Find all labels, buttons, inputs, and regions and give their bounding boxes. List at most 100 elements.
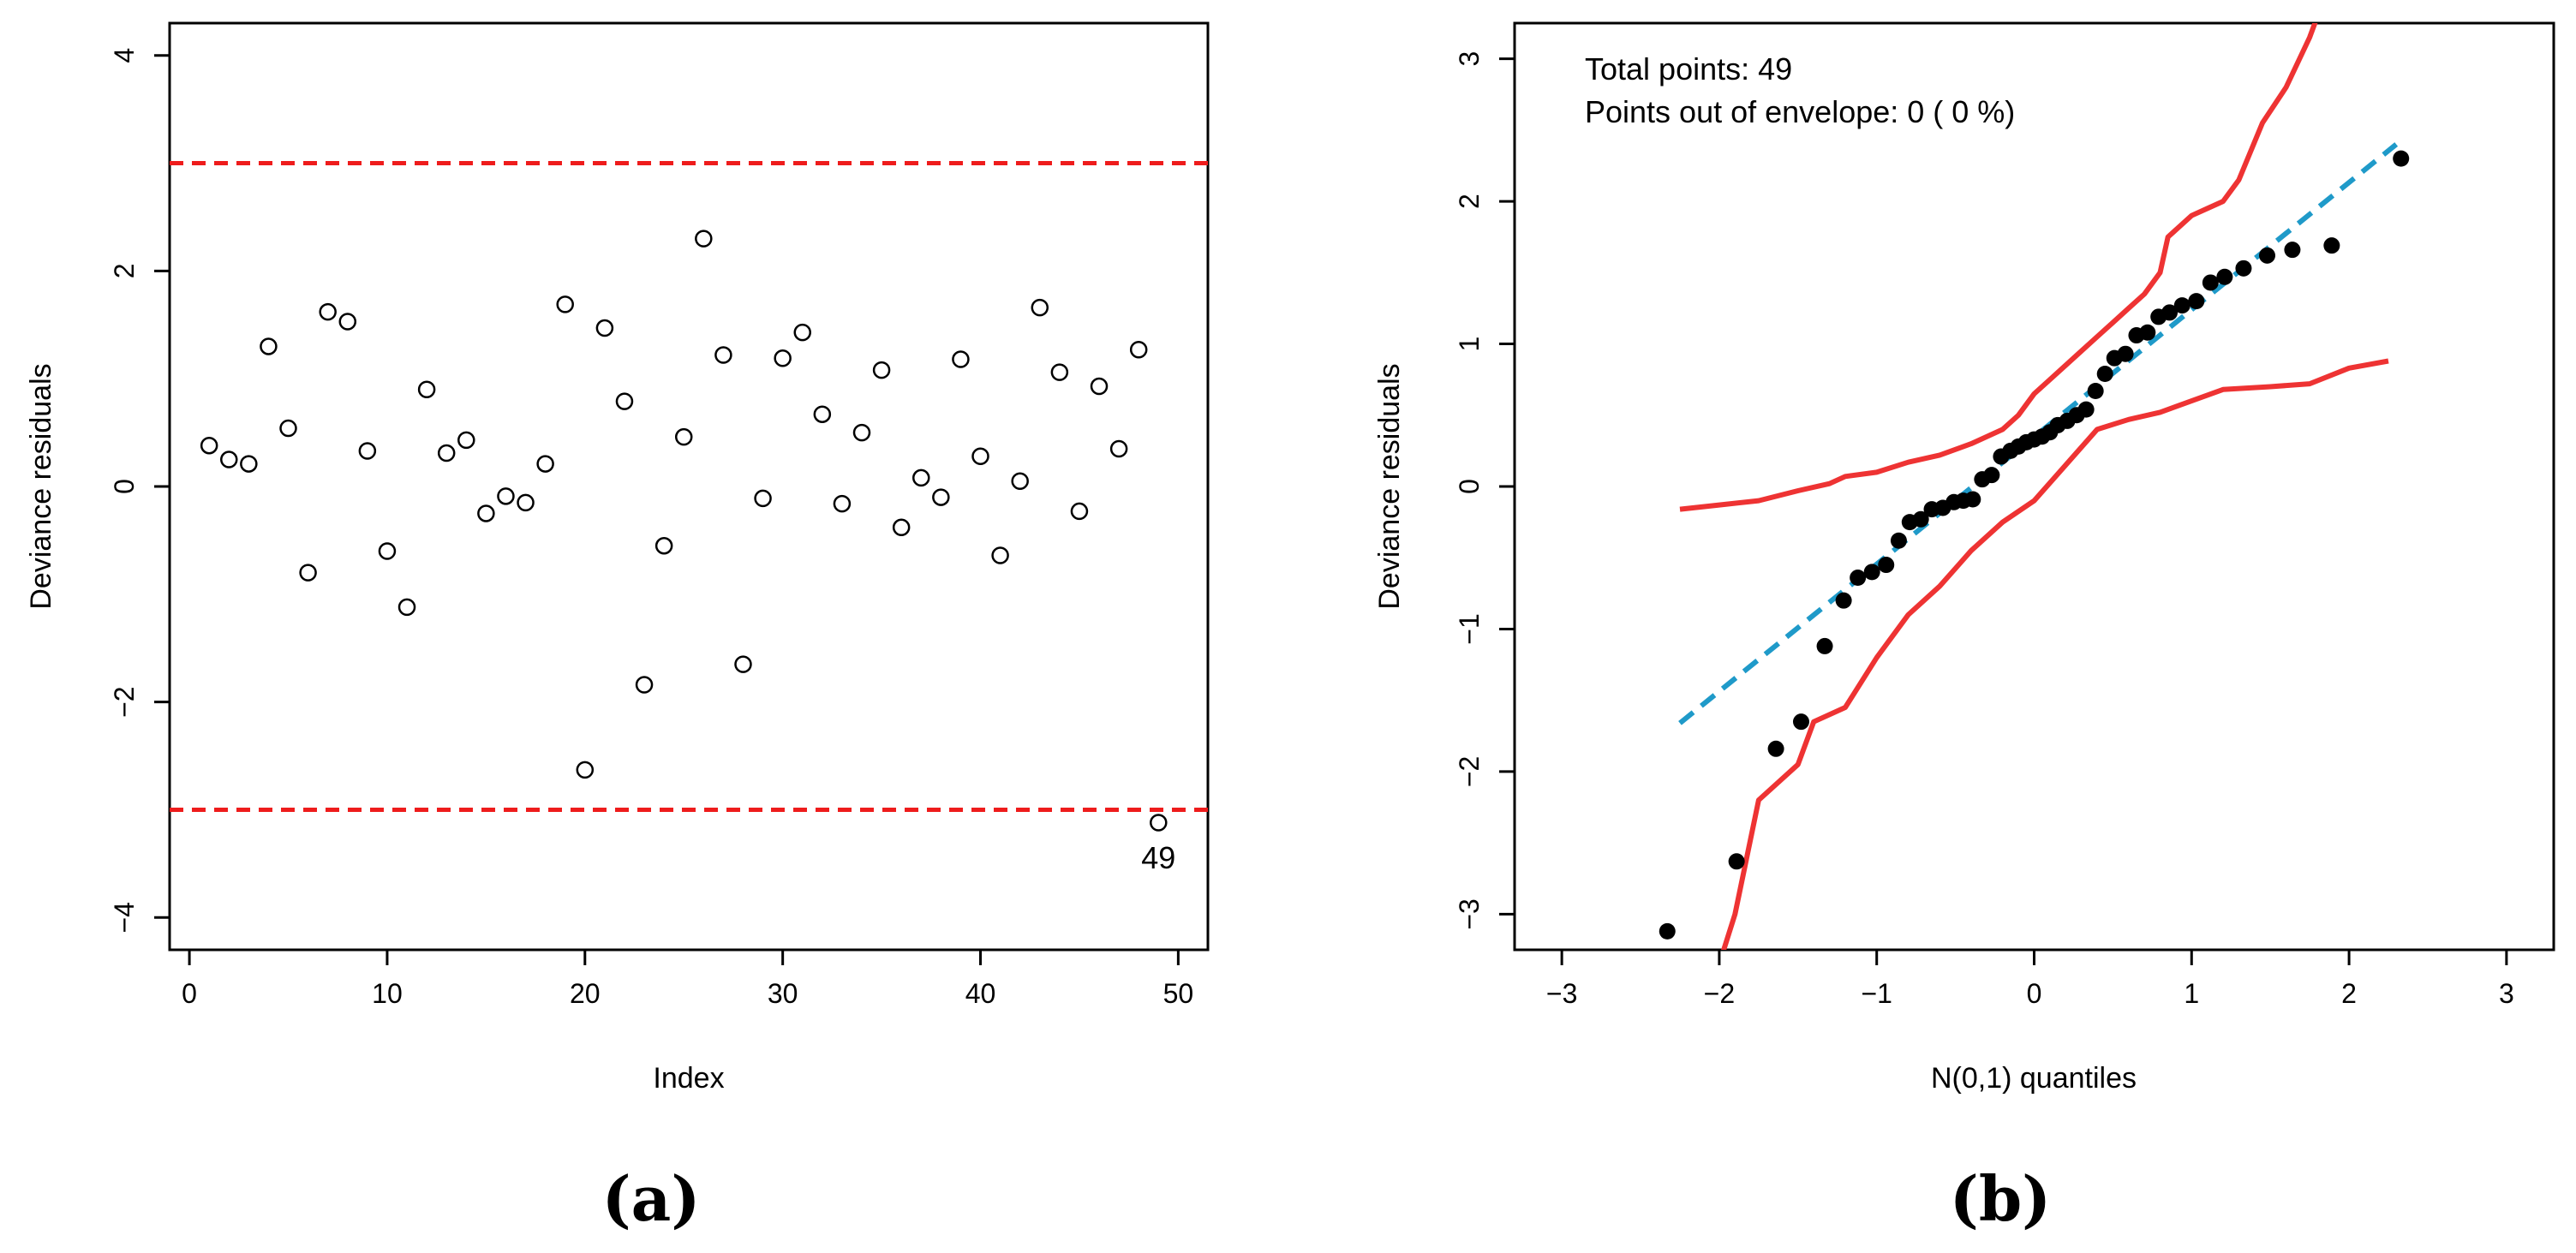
residual-point xyxy=(1109,439,1128,458)
residual-point xyxy=(260,337,278,355)
qq-point xyxy=(2235,260,2252,277)
y-tick-label: 0 xyxy=(1454,479,1485,494)
residual-point xyxy=(695,230,713,248)
residual-point xyxy=(714,346,732,364)
residual-point xyxy=(932,488,950,506)
residual-point xyxy=(576,761,595,779)
qq-point xyxy=(2117,345,2134,362)
y-tick-label: 2 xyxy=(109,263,140,278)
point-label-49: 49 xyxy=(1141,840,1175,875)
x-tick-label: 1 xyxy=(2184,978,2199,1009)
x-tick-label: 10 xyxy=(372,978,403,1009)
envelope-lower-line xyxy=(1721,358,2389,950)
data-points xyxy=(1659,150,2410,940)
x-tick-label: 20 xyxy=(570,978,601,1009)
y-axis-ticks: −3 −2 −1 0 1 2 3 xyxy=(1454,51,1516,930)
x-tick-label: 40 xyxy=(965,978,996,1009)
residual-point xyxy=(892,518,911,537)
qq-point xyxy=(1850,570,1867,587)
qq-point xyxy=(1816,637,1833,654)
y-tick-label: 4 xyxy=(109,48,140,63)
y-axis-ticks: −4 −2 0 2 4 xyxy=(109,48,171,933)
residual-point xyxy=(378,542,397,560)
residual-point xyxy=(1129,340,1148,359)
qq-point xyxy=(2202,274,2219,291)
x-axis-title: N(0,1) quantiles xyxy=(1931,1062,2137,1095)
residual-point xyxy=(279,419,297,438)
residual-point xyxy=(556,295,574,313)
qq-point xyxy=(1863,564,1880,581)
x-tick-label: −3 xyxy=(1546,978,1577,1009)
residual-point xyxy=(952,350,970,368)
x-tick-label: −2 xyxy=(1704,978,1735,1009)
residual-point xyxy=(1011,472,1029,490)
residual-point xyxy=(852,423,871,442)
x-axis-ticks: 0 10 20 30 40 50 xyxy=(182,948,1194,1009)
residual-point xyxy=(358,442,377,460)
x-tick-label: 2 xyxy=(2341,978,2357,1009)
residual-point xyxy=(200,436,218,455)
qq-point xyxy=(1878,557,1895,574)
residual-point xyxy=(536,455,554,473)
panel-label: (a) xyxy=(602,1162,701,1235)
panel-b-qq-plot: −3 −2 −1 0 1 2 3 −3 −2 −1 0 1 2 3 Total points: 49 P… xyxy=(1373,21,2555,1235)
x-axis-ticks: −3 −2 −1 0 1 2 3 xyxy=(1546,948,2514,1009)
residual-point xyxy=(734,655,752,673)
residual-point xyxy=(654,536,673,555)
qq-point xyxy=(2139,324,2156,341)
residual-point xyxy=(220,450,238,468)
residual-point xyxy=(912,468,930,487)
qq-point xyxy=(2173,297,2190,314)
qq-point xyxy=(2188,293,2205,310)
residual-point xyxy=(397,598,416,617)
x-tick-label: 3 xyxy=(2499,978,2514,1009)
qq-point xyxy=(1792,713,1809,731)
residual-point xyxy=(457,431,475,450)
residual-point xyxy=(497,487,515,505)
residual-point xyxy=(319,302,337,321)
y-tick-label: 2 xyxy=(1454,194,1485,209)
qq-point xyxy=(2096,365,2113,382)
residual-point xyxy=(1031,298,1049,317)
residual-point xyxy=(338,313,357,331)
data-points xyxy=(200,230,1168,832)
points-out-of-envelope-text: Points out of envelope: 0 ( 0 %) xyxy=(1585,94,2015,129)
x-tick-label: 30 xyxy=(768,978,798,1009)
y-tick-label: −1 xyxy=(1454,613,1485,644)
residual-point xyxy=(635,676,654,694)
residual-point xyxy=(437,444,456,462)
qq-point xyxy=(2323,237,2340,254)
y-tick-label: 0 xyxy=(109,479,140,494)
qq-point xyxy=(2161,304,2179,321)
qq-point xyxy=(1964,491,1981,508)
qq-point xyxy=(1890,532,1907,549)
residual-point xyxy=(615,392,634,410)
x-axis-title: Index xyxy=(653,1062,724,1095)
residual-point xyxy=(299,564,317,582)
panel-a-residual-index-plot: 0 10 20 30 40 50 −4 −2 0 2 4 49 Index Deviance re… xyxy=(25,21,1210,1235)
qq-point xyxy=(1728,853,1745,870)
y-tick-label: 1 xyxy=(1454,337,1485,352)
panel-label: (b) xyxy=(1950,1162,2051,1235)
total-points-text: Total points: 49 xyxy=(1585,51,1792,87)
qq-point xyxy=(1912,510,1929,528)
residual-point xyxy=(1050,363,1069,381)
qq-point xyxy=(1767,740,1784,757)
residual-point xyxy=(595,319,614,337)
qq-point xyxy=(2077,401,2095,418)
residual-point xyxy=(674,427,693,446)
qq-point xyxy=(2284,242,2301,259)
x-tick-label: 0 xyxy=(2027,978,2042,1009)
qq-point xyxy=(2216,268,2233,285)
envelope-upper-line xyxy=(1679,23,2318,512)
residual-point xyxy=(971,447,989,466)
residual-point xyxy=(477,504,495,522)
qq-point xyxy=(2087,382,2104,399)
y-tick-label: −3 xyxy=(1454,898,1485,929)
residual-point xyxy=(793,323,811,342)
residual-point xyxy=(1090,377,1109,396)
x-tick-label: −1 xyxy=(1861,978,1892,1009)
residual-point xyxy=(1070,502,1089,521)
x-tick-label: 50 xyxy=(1163,978,1194,1009)
qq-point xyxy=(1983,467,2000,484)
